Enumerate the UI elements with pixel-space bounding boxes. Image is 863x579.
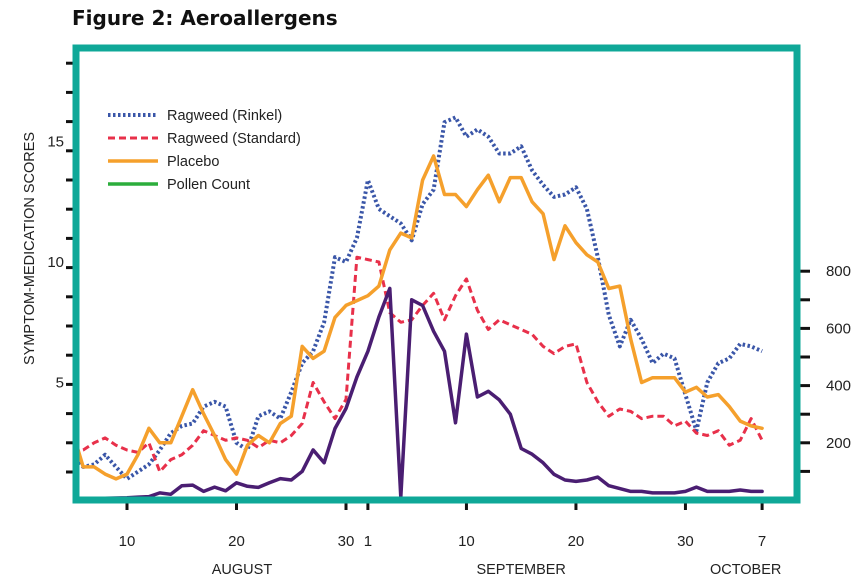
- x-tick-label: 20: [228, 533, 245, 550]
- x-tick-label: 10: [119, 533, 136, 550]
- month-label: SEPTEMBER: [476, 562, 565, 578]
- right-y-tick-label: 800: [826, 263, 851, 280]
- right-y-tick-label: 600: [826, 320, 851, 337]
- x-tick-label: 30: [677, 533, 694, 550]
- y-tick-label: 15: [47, 134, 64, 151]
- series-line-placebo: [73, 154, 764, 481]
- series-line-pollen-count: [73, 286, 764, 501]
- month-label: OCTOBER: [710, 562, 781, 578]
- series-layer: [73, 115, 764, 501]
- plot-frame: [72, 44, 801, 504]
- legend-label-placebo: Placebo: [167, 154, 219, 170]
- legend-label-ragweed-rinkel: Ragweed (Rinkel): [167, 108, 282, 124]
- x-tick-label: 20: [568, 533, 585, 550]
- right-y-axis: 200 400 600 800: [797, 263, 851, 473]
- y-tick-label: 5: [56, 375, 64, 392]
- right-y-tick-label: 400: [826, 378, 851, 395]
- x-tick-label: 10: [458, 533, 475, 550]
- month-label: AUGUST: [212, 562, 273, 578]
- x-tick-label: 30: [338, 533, 355, 550]
- x-axis: 10 20 30 1 10 20 30 7 AUGUST SEPTEMBER OCTOBER: [119, 498, 781, 578]
- legend-label-ragweed-standard: Ragweed (Standard): [167, 131, 301, 147]
- series-line-ragweed-standard: [73, 255, 764, 474]
- x-tick-label: 1: [364, 533, 372, 550]
- right-y-tick-label: 200: [826, 435, 851, 452]
- x-tick-label: 7: [758, 533, 766, 550]
- series-line-ragweed-rinkel: [73, 115, 763, 481]
- y-axis-label: SYMPTOM-MEDICATION SCORES: [22, 132, 38, 365]
- legend: Ragweed (Rinkel) Ragweed (Standard) Placeb…: [108, 108, 301, 193]
- y-tick-label: 10: [47, 254, 64, 271]
- legend-label-pollen-count: Pollen Count: [167, 177, 250, 193]
- figure-title: Figure 2: Aeroallergens: [72, 6, 338, 30]
